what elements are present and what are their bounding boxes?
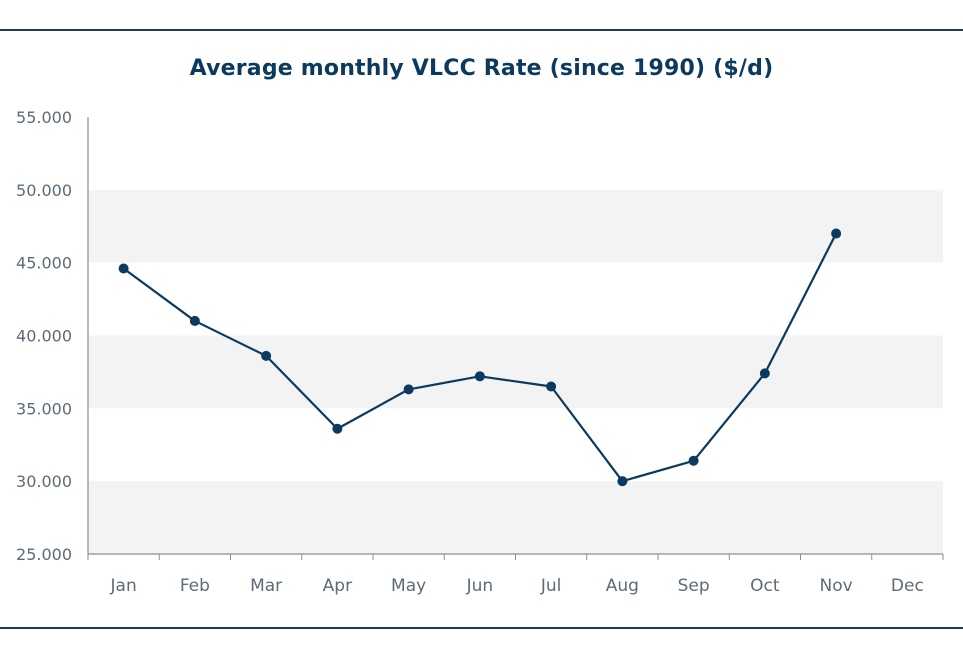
x-tick-label: May bbox=[391, 576, 426, 596]
x-tick-label: Jul bbox=[540, 576, 562, 596]
y-tick-label: 50.000 bbox=[16, 181, 72, 200]
grid-band bbox=[88, 189, 943, 263]
data-point-mar bbox=[261, 350, 272, 361]
y-tick-label: 35.000 bbox=[16, 399, 72, 418]
y-tick-label: 30.000 bbox=[16, 472, 72, 491]
x-axis-ticks: Jan Feb Mar Apr May Jun Jul Aug Sep Oct Nov Dec bbox=[110, 576, 924, 596]
data-point-aug bbox=[617, 476, 628, 487]
x-tick-label: Apr bbox=[323, 576, 352, 596]
chart-axes bbox=[87, 117, 944, 560]
grid-bands bbox=[88, 189, 943, 554]
x-tick-label: Feb bbox=[180, 576, 210, 596]
x-tick-label: Mar bbox=[250, 576, 282, 596]
data-series bbox=[118, 228, 842, 487]
x-tick-label: Jun bbox=[466, 576, 494, 596]
x-tick-label: Oct bbox=[750, 576, 780, 596]
chart-title: Average monthly VLCC Rate (since 1990) (… bbox=[189, 56, 774, 81]
x-tick-label: Sep bbox=[678, 576, 710, 596]
bottom-rule bbox=[0, 627, 963, 629]
data-point-sep bbox=[688, 455, 699, 466]
x-tick-label: Dec bbox=[891, 576, 924, 596]
data-point-nov bbox=[831, 228, 842, 239]
grid-band bbox=[88, 335, 943, 409]
data-point-feb bbox=[189, 315, 200, 326]
data-point-oct bbox=[759, 368, 770, 379]
y-tick-label: 40.000 bbox=[16, 327, 72, 346]
data-point-apr bbox=[332, 423, 343, 434]
y-tick-label: 25.000 bbox=[16, 545, 72, 564]
y-tick-label: 55.000 bbox=[16, 108, 72, 127]
data-point-jul bbox=[546, 381, 557, 392]
data-point-jan bbox=[118, 263, 129, 274]
x-tick-label: Nov bbox=[820, 576, 853, 596]
data-point-jun bbox=[474, 371, 485, 382]
y-tick-label: 45.000 bbox=[16, 254, 72, 273]
grid-band bbox=[88, 481, 943, 554]
y-axis-ticks: 25.000 30.000 35.000 40.000 45.000 50.000 55.0… bbox=[16, 108, 72, 564]
top-rule bbox=[0, 29, 963, 31]
data-point-may bbox=[403, 384, 414, 395]
x-tick-label: Aug bbox=[606, 576, 639, 596]
x-tick-label: Jan bbox=[110, 576, 137, 596]
